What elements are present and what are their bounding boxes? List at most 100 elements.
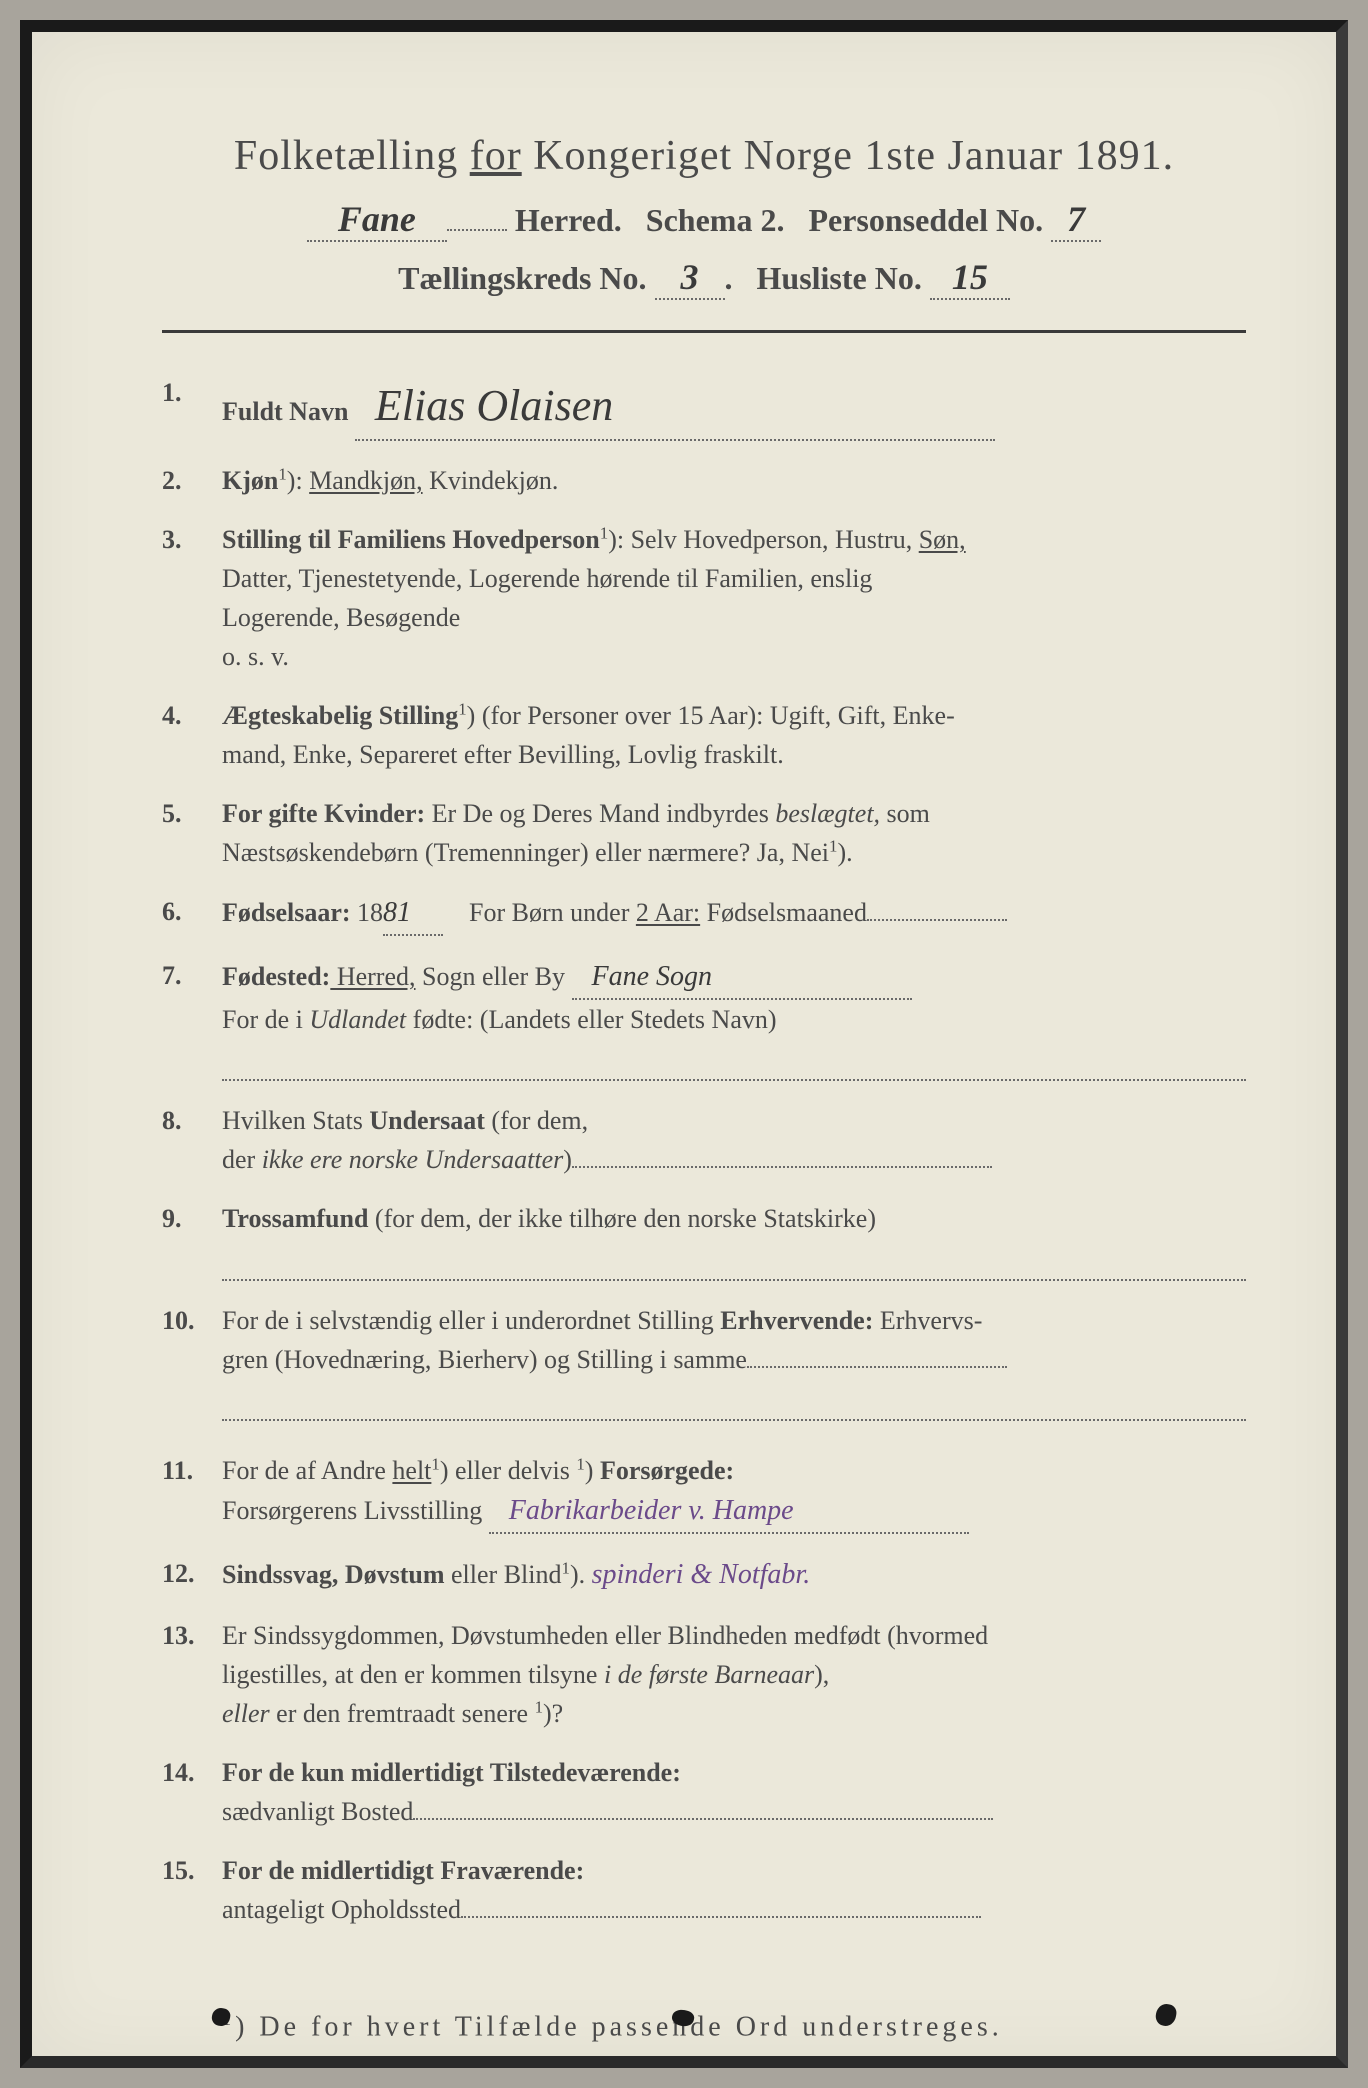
- line2b: ),: [814, 1660, 829, 1689]
- item-num: 10.: [162, 1301, 222, 1421]
- item-11: 11. For de af Andre helt1) eller delvis …: [162, 1451, 1246, 1534]
- item-content: Fuldt Navn Elias Olaisen: [222, 373, 1246, 441]
- provider-blank: Fabrikarbeider v. Hampe: [489, 1490, 969, 1534]
- form-items: 1. Fuldt Navn Elias Olaisen 2. Kjøn1): M…: [162, 373, 1246, 1929]
- item-6: 6. Fødselsaar: 1881 For Børn under 2 Aar…: [162, 892, 1246, 936]
- rest: (for dem, der ikke tilhøre den norske St…: [368, 1204, 876, 1233]
- item-num: 5.: [162, 794, 222, 872]
- item-content: Sindssvag, Døvstum eller Blind1). spinde…: [222, 1554, 1246, 1596]
- line1c: ): [585, 1456, 600, 1485]
- item-content: For gifte Kvinder: Er De og Deres Mand i…: [222, 794, 1246, 872]
- label: Fuldt Navn: [222, 397, 348, 426]
- line2b: ): [563, 1145, 572, 1174]
- rest: eller Blind: [445, 1560, 562, 1589]
- label: Sindssvag, Døvstum: [222, 1560, 445, 1589]
- label: Fødested:: [222, 962, 330, 991]
- opt-kvindekjon: Kvindekjøn.: [423, 466, 559, 495]
- blank: [461, 1916, 981, 1918]
- sup: 1: [562, 1559, 570, 1578]
- bold: Erhvervende:: [720, 1306, 873, 1335]
- label: Stilling til Familiens Hovedperson: [222, 525, 600, 554]
- note-hw: spinderi & Notfabr.: [592, 1559, 811, 1590]
- item-num: 1.: [162, 373, 222, 441]
- rest: ) (for Personer over 15 Aar): Ugift, Gif…: [467, 701, 955, 730]
- item-1: 1. Fuldt Navn Elias Olaisen: [162, 373, 1246, 441]
- line1b: Erhvervs-: [873, 1306, 982, 1335]
- item-content: Fødested: Herred, Sogn eller By Fane Sog…: [222, 956, 1246, 1081]
- line4: o. s. v.: [222, 642, 289, 671]
- blank: [413, 1818, 993, 1820]
- label: Ægteskabelig Stilling: [222, 701, 458, 730]
- rest2: ).: [570, 1560, 592, 1589]
- item-13: 13. Er Sindssygdommen, Døvstumheden elle…: [162, 1616, 1246, 1733]
- sup: 1: [458, 699, 466, 718]
- line1: Hvilken Stats Undersaat (for dem,: [222, 1106, 588, 1135]
- dotted-line: [222, 1385, 1246, 1421]
- birthplace-blank: Fane Sogn: [572, 956, 912, 1000]
- dotted-line: [222, 1045, 1246, 1081]
- label: Trossamfund: [222, 1204, 368, 1233]
- form-header: Folketælling for Kongeriget Norge 1ste J…: [162, 132, 1246, 300]
- schema-label: Schema 2.: [646, 202, 785, 238]
- item-num: 12.: [162, 1554, 222, 1596]
- item-content: Stilling til Familiens Hovedperson1): Se…: [222, 520, 1246, 676]
- item-num: 7.: [162, 956, 222, 1081]
- item-num: 13.: [162, 1616, 222, 1733]
- line2: Forsørgerens Livsstilling: [222, 1496, 482, 1525]
- item-7: 7. Fødested: Herred, Sogn eller By Fane …: [162, 956, 1246, 1081]
- item-5: 5. For gifte Kvinder: Er De og Deres Man…: [162, 794, 1246, 872]
- item-15: 15. For de midlertidigt Fraværende: anta…: [162, 1851, 1246, 1929]
- ital: i de første Barneaar: [604, 1660, 814, 1689]
- label: For gifte Kvinder:: [222, 799, 425, 828]
- item-content: For de kun midlertidigt Tilstedeværende:…: [222, 1753, 1246, 1831]
- year-hw: 81: [383, 897, 411, 928]
- herred-blank: Fane: [307, 198, 447, 242]
- rest: Fødselsmaaned: [700, 898, 867, 927]
- item-num: 3.: [162, 520, 222, 676]
- personseddel-label: Personseddel No.: [808, 202, 1043, 238]
- bold: Forsørgede:: [600, 1456, 734, 1485]
- personseddel-blank: 7: [1051, 198, 1101, 242]
- item-num: 14.: [162, 1753, 222, 1831]
- year-blank: 81: [383, 892, 443, 936]
- husliste-blank: 15: [930, 256, 1010, 300]
- footnote-text: ) De for hvert Tilfælde passende Ord und…: [235, 2012, 1003, 2043]
- line3b: er den fremtraadt senere: [270, 1699, 535, 1728]
- item-content: Er Sindssygdommen, Døvstumheden eller Bl…: [222, 1616, 1246, 1733]
- header-divider: [162, 330, 1246, 333]
- title-line-1: Folketælling for Kongeriget Norge 1ste J…: [162, 132, 1246, 180]
- husliste-label: Husliste No.: [757, 260, 922, 296]
- month-blank: [867, 919, 1007, 921]
- item-8: 8. Hvilken Stats Undersaat (for dem, der…: [162, 1101, 1246, 1179]
- line2a: ligestilles, at den er kommen tilsyne: [222, 1660, 604, 1689]
- line1: For de kun midlertidigt Tilstedeværende:: [222, 1758, 681, 1787]
- item-3: 3. Stilling til Familiens Hovedperson1):…: [162, 520, 1246, 676]
- rest: ): Selv Hovedperson, Hustru,: [608, 525, 919, 554]
- line3c: )?: [543, 1699, 563, 1728]
- title-line-2: Fane Herred. Schema 2. Personseddel No. …: [162, 198, 1246, 242]
- rest: Sogn eller By: [416, 962, 566, 991]
- kreds-no: 3: [681, 256, 699, 298]
- line1b: ) eller delvis: [440, 1456, 576, 1485]
- title-prefix: Folketælling: [234, 133, 470, 179]
- item-content: For de af Andre helt1) eller delvis 1) F…: [222, 1451, 1246, 1534]
- opt-son: Søn,: [919, 525, 966, 554]
- title-line-3: Tællingskreds No. 3. Husliste No. 15: [162, 256, 1246, 300]
- item-2: 2. Kjøn1): Mandkjøn, Kvindekjøn.: [162, 461, 1246, 500]
- rest: ):: [287, 466, 309, 495]
- opt-mandkjon: Mandkjøn,: [309, 466, 422, 495]
- kreds-label: Tællingskreds No.: [398, 260, 646, 296]
- opt-herred: Herred,: [330, 962, 415, 991]
- title-for: for: [470, 133, 522, 179]
- item-num: 2.: [162, 461, 222, 500]
- item-num: 11.: [162, 1451, 222, 1534]
- item-num: 8.: [162, 1101, 222, 1179]
- line2: gren (Hovednæring, Bierherv) og Stilling…: [222, 1345, 747, 1374]
- ital: Udlandet: [309, 1005, 406, 1034]
- line1a: For de i selvstændig eller i underordnet…: [222, 1306, 720, 1335]
- sup: 1: [431, 1455, 439, 1474]
- u2: 2 Aar:: [636, 898, 700, 927]
- ital: ikke ere norske Undersaatter: [262, 1145, 564, 1174]
- line2: mand, Enke, Separeret efter Bevilling, L…: [222, 740, 784, 769]
- blank: [747, 1366, 1007, 1368]
